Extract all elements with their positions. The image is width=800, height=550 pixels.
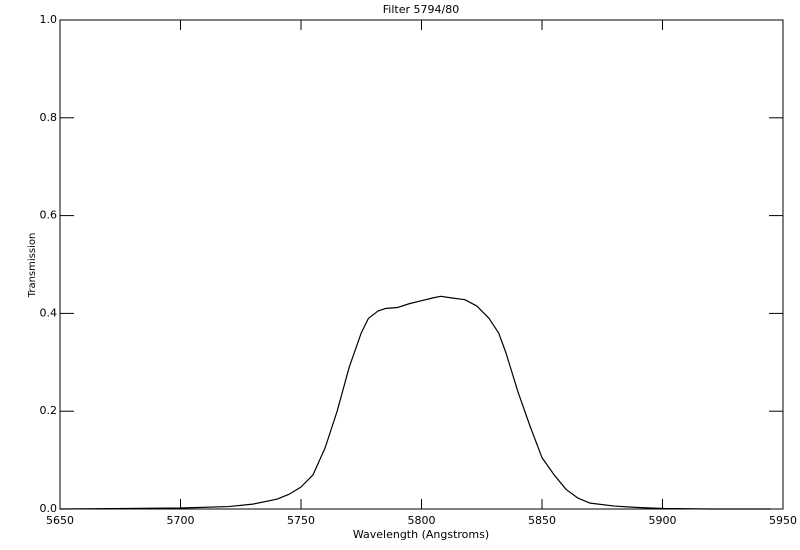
y-tick-label: 1.0 [40,13,58,26]
data-line [59,295,771,510]
x-tick-label: 5800 [408,514,436,527]
x-tick-label: 5700 [167,514,195,527]
x-tick-label: 5850 [528,514,556,527]
y-tick-label: 0.0 [40,502,58,515]
x-tick-label: 5650 [46,514,74,527]
x-tick-label: 5750 [287,514,315,527]
x-tick-label: 5950 [769,514,797,527]
y-tick-label: 0.4 [40,306,58,319]
y-axis-label: Transmission [27,233,38,299]
x-tick-label: 5900 [649,514,677,527]
chart-title: Filter 5794/80 [383,3,459,16]
plot-frame [59,19,784,510]
y-tick-label: 0.6 [40,209,58,222]
x-axis-label: Wavelength (Angstroms) [353,528,489,541]
y-tick-label: 0.2 [40,404,58,417]
y-tick-label: 0.8 [40,111,58,124]
